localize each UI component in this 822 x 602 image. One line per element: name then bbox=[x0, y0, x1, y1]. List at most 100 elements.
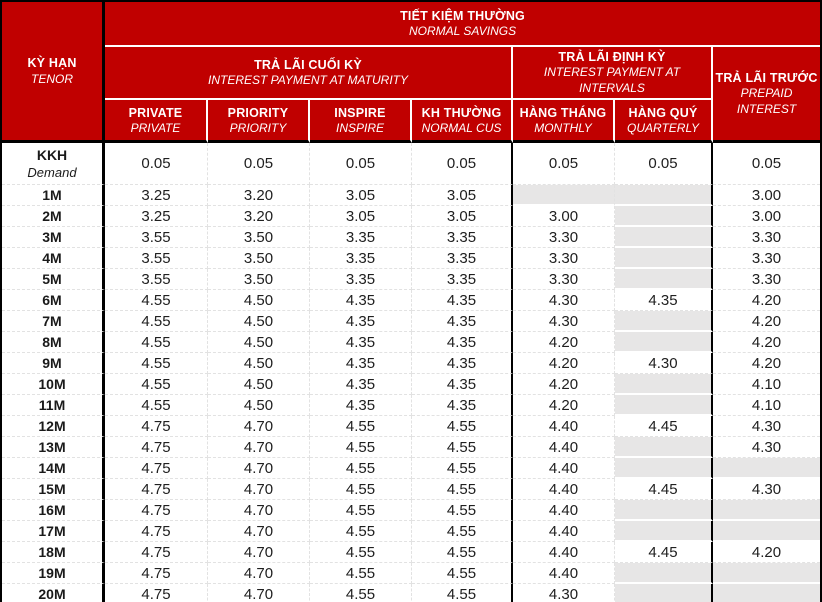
rate-cell: 3.30 bbox=[713, 227, 820, 249]
rate-cell: 4.20 bbox=[513, 332, 615, 354]
rate-cell: 3.30 bbox=[513, 269, 615, 291]
tenor-cell: 10M bbox=[2, 374, 105, 396]
rate-cell: 4.35 bbox=[412, 311, 513, 333]
col-header-normal-cus: KH THƯỜNG NORMAL CUS bbox=[412, 100, 513, 144]
rate-cell: 4.35 bbox=[412, 395, 513, 417]
rate-cell: 3.20 bbox=[208, 185, 310, 207]
tenor-cell: 14M bbox=[2, 458, 105, 480]
rate-cell: 4.40 bbox=[513, 479, 615, 501]
rate-cell: 4.70 bbox=[208, 563, 310, 585]
rate-cell: 3.00 bbox=[513, 206, 615, 228]
rate-cell: 4.35 bbox=[310, 290, 412, 312]
empty-rate-cell bbox=[713, 563, 820, 585]
empty-rate-cell bbox=[713, 521, 820, 543]
col-quarterly-vi: HÀNG QUÝ bbox=[628, 105, 698, 120]
rate-cell: 3.35 bbox=[310, 248, 412, 270]
rate-cell: 4.70 bbox=[208, 542, 310, 564]
rate-cell: 4.30 bbox=[513, 584, 615, 602]
rate-cell: 4.30 bbox=[513, 311, 615, 333]
rate-cell: 4.75 bbox=[105, 521, 208, 543]
tenor-cell: 2M bbox=[2, 206, 105, 228]
empty-rate-cell bbox=[615, 185, 713, 207]
tenor-header-cell: KỲ HẠN TENOR bbox=[2, 2, 105, 144]
rate-cell: 4.10 bbox=[713, 374, 820, 396]
rate-cell: 4.75 bbox=[105, 542, 208, 564]
rate-cell: 3.00 bbox=[713, 185, 820, 207]
group-maturity-en: INTEREST PAYMENT AT MATURITY bbox=[207, 73, 408, 88]
rate-cell: 4.35 bbox=[412, 290, 513, 312]
rate-cell: 4.55 bbox=[310, 542, 412, 564]
group-maturity-vi: TRẢ LÃI CUỐI KỲ bbox=[254, 57, 362, 72]
rate-cell: 3.05 bbox=[412, 185, 513, 207]
rate-cell: 4.55 bbox=[310, 458, 412, 480]
rate-cell: 4.35 bbox=[412, 374, 513, 396]
col-inspire-en: INSPIRE bbox=[335, 120, 384, 135]
rate-cell: 3.30 bbox=[513, 248, 615, 270]
col-private-en: PRIVATE bbox=[130, 120, 181, 135]
rate-cell: 4.40 bbox=[513, 437, 615, 459]
table-title-vi: TIẾT KIỆM THƯỜNG bbox=[400, 8, 525, 23]
rate-table-body: KKH Demand 0.05 0.05 0.05 0.05 0.05 0.05 0.05 1M 3… bbox=[2, 143, 820, 602]
empty-rate-cell bbox=[615, 248, 713, 270]
rate-cell: 3.30 bbox=[513, 227, 615, 249]
rate-cell: 4.40 bbox=[513, 563, 615, 585]
rate-cell: 4.35 bbox=[310, 395, 412, 417]
empty-rate-cell bbox=[615, 311, 713, 333]
rate-cell: 3.25 bbox=[105, 185, 208, 207]
rate-cell: 3.00 bbox=[713, 206, 820, 228]
table-row: 10M 4.55 4.50 4.35 4.35 4.20 4.10 bbox=[2, 374, 820, 396]
rate-cell: 3.55 bbox=[105, 269, 208, 291]
rate-cell: 4.70 bbox=[208, 521, 310, 543]
rate-cell: 4.35 bbox=[412, 353, 513, 375]
empty-rate-cell bbox=[615, 458, 713, 480]
rate-cell: 4.75 bbox=[105, 563, 208, 585]
rate-cell: 4.55 bbox=[412, 563, 513, 585]
rate-cell: 4.50 bbox=[208, 290, 310, 312]
rate-cell: 4.20 bbox=[513, 374, 615, 396]
rate-cell: 4.50 bbox=[208, 353, 310, 375]
table-title-cell: TIẾT KIỆM THƯỜNG NORMAL SAVINGS bbox=[105, 2, 820, 47]
rate-cell: 4.70 bbox=[208, 437, 310, 459]
table-row: 1M 3.25 3.20 3.05 3.05 3.00 bbox=[2, 185, 820, 207]
rate-cell: 4.75 bbox=[105, 416, 208, 438]
table-row: 19M 4.75 4.70 4.55 4.55 4.40 bbox=[2, 563, 820, 585]
rate-cell: 4.40 bbox=[513, 458, 615, 480]
rate-cell: 3.05 bbox=[310, 185, 412, 207]
empty-rate-cell bbox=[713, 500, 820, 522]
rate-cell: 4.40 bbox=[513, 542, 615, 564]
tenor-cell: 13M bbox=[2, 437, 105, 459]
rate-cell: 4.30 bbox=[713, 437, 820, 459]
tenor-cell: 4M bbox=[2, 248, 105, 270]
rate-cell: 4.75 bbox=[105, 584, 208, 602]
rate-cell: 4.20 bbox=[713, 332, 820, 354]
rate-cell: 0.05 bbox=[615, 143, 713, 186]
tenor-cell: KKH Demand bbox=[2, 143, 105, 186]
rate-cell: 4.55 bbox=[310, 416, 412, 438]
rate-cell: 4.45 bbox=[615, 542, 713, 564]
rate-cell: 4.55 bbox=[105, 353, 208, 375]
table-row: 16M 4.75 4.70 4.55 4.55 4.40 bbox=[2, 500, 820, 522]
rate-cell: 4.55 bbox=[105, 332, 208, 354]
rate-cell: 3.30 bbox=[713, 269, 820, 291]
rate-cell: 4.30 bbox=[615, 353, 713, 375]
rate-cell: 4.50 bbox=[208, 395, 310, 417]
table-row: 12M 4.75 4.70 4.55 4.55 4.40 4.45 4.30 bbox=[2, 416, 820, 438]
rate-cell: 4.20 bbox=[713, 353, 820, 375]
rate-cell: 3.35 bbox=[310, 227, 412, 249]
rate-cell: 3.35 bbox=[412, 248, 513, 270]
rate-cell: 4.70 bbox=[208, 458, 310, 480]
rate-cell: 4.55 bbox=[412, 416, 513, 438]
rate-cell: 4.55 bbox=[412, 521, 513, 543]
group-maturity-cell: TRẢ LÃI CUỐI KỲ INTEREST PAYMENT AT MATU… bbox=[105, 47, 513, 101]
rate-cell: 4.55 bbox=[105, 290, 208, 312]
empty-rate-cell bbox=[615, 584, 713, 602]
tenor-cell: 1M bbox=[2, 185, 105, 207]
tenor-cell: 18M bbox=[2, 542, 105, 564]
tenor-label-en: TENOR bbox=[31, 71, 73, 86]
rate-cell: 4.30 bbox=[513, 290, 615, 312]
empty-rate-cell bbox=[615, 269, 713, 291]
rate-cell: 3.25 bbox=[105, 206, 208, 228]
table-row: 15M 4.75 4.70 4.55 4.55 4.40 4.45 4.30 bbox=[2, 479, 820, 501]
